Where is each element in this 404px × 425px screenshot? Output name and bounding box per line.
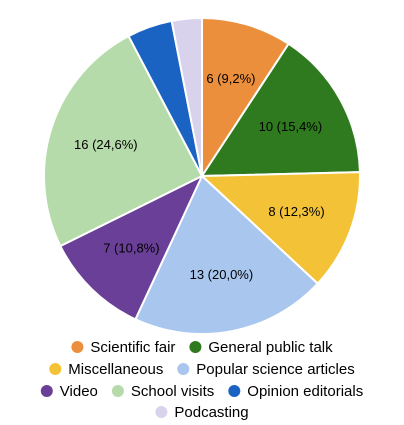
slice-label-miscellaneous: 8 (12,3%)	[268, 204, 324, 219]
pie-slice-miscellaneous	[199, 171, 361, 286]
legend-marker-scientific-fair	[71, 341, 84, 353]
legend-label-popular-science-articles: Popular science articles	[196, 361, 354, 378]
pie-slice-popular-science-articles	[134, 174, 320, 335]
legend-label-video: Video	[60, 383, 98, 400]
slice-label-video: 7 (10,8%)	[103, 240, 159, 255]
pie-slice-scientific-fair	[201, 16, 290, 180]
legend-marker-school-visits	[111, 385, 124, 397]
legend-item-miscellaneous: Miscellaneous	[49, 361, 163, 378]
legend-item-opinion-editorials: Opinion editorials	[228, 383, 363, 400]
pie-slice-podcasting	[170, 16, 203, 177]
pie-slice-school-visits	[43, 34, 204, 248]
legend-marker-miscellaneous	[49, 363, 62, 375]
legend-label-school-visits: School visits	[131, 383, 214, 400]
legend-item-video: Video	[40, 383, 98, 400]
legend-marker-general-public-talk	[189, 341, 202, 353]
legend-item-podcasting: Podcasting	[155, 404, 249, 421]
pie-slice-labels: 6 (9,2%) 10 (15,4%) 8 (12,3%) 13 (20,0%) 7 (…	[74, 71, 325, 282]
pie-slices	[43, 16, 361, 335]
legend-marker-popular-science-articles	[177, 363, 190, 375]
legend-label-miscellaneous: Miscellaneous	[68, 361, 163, 378]
legend-item-school-visits: School visits	[111, 383, 214, 400]
legend-item-scientific-fair: Scientific fair	[71, 339, 175, 356]
legend-label-scientific-fair: Scientific fair	[90, 339, 175, 356]
slice-label-scientific-fair: 6 (9,2%)	[206, 71, 255, 86]
slice-label-school-visits: 16 (24,6%)	[74, 137, 138, 152]
chart-legend: Scientific fair General public talk Miscel…	[40, 339, 363, 421]
pie-slice-video	[59, 173, 205, 321]
legend-marker-video	[40, 385, 53, 397]
slice-label-popular-science-articles: 13 (20,0%)	[190, 267, 254, 282]
slice-label-general-public-talk: 10 (15,4%)	[259, 119, 323, 134]
legend-item-popular-science-articles: Popular science articles	[177, 361, 355, 378]
pie-slice-general-public-talk	[200, 42, 361, 178]
legend-label-opinion-editorials: Opinion editorials	[247, 383, 363, 400]
legend-marker-podcasting	[155, 406, 168, 418]
legend-item-general-public-talk: General public talk	[189, 339, 333, 356]
legend-label-general-public-talk: General public talk	[208, 339, 333, 356]
legend-label-podcasting: Podcasting	[174, 404, 248, 421]
legend-marker-opinion-editorials	[228, 385, 241, 397]
